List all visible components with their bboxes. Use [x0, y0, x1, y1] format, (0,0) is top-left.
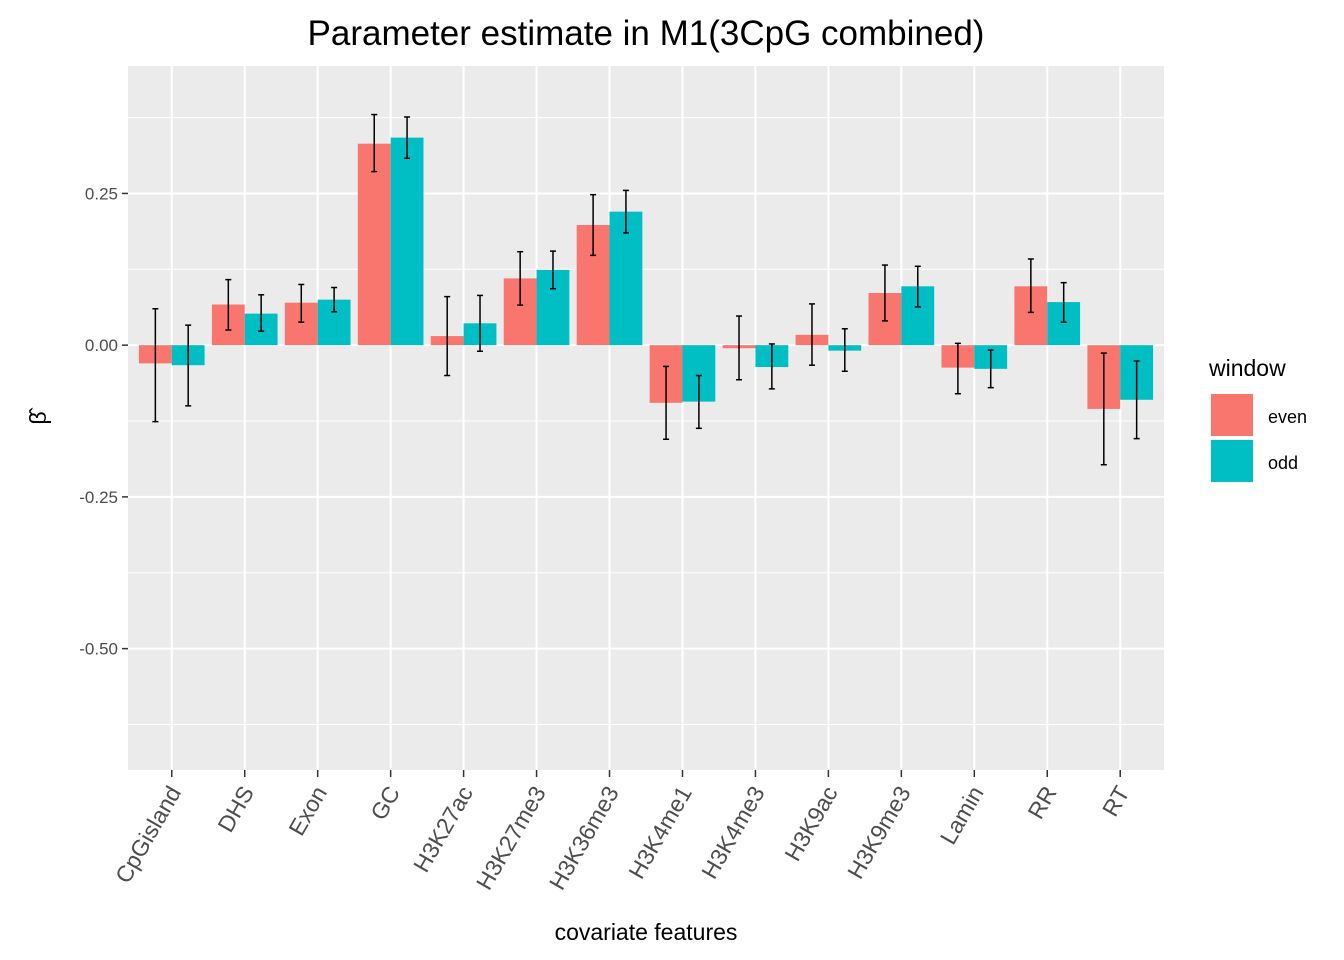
legend-key-even — [1211, 394, 1253, 436]
chart-title: Parameter estimate in M1(3CpG combined) — [308, 14, 985, 53]
plot-panel — [128, 66, 1164, 770]
x-tick-label-Lamin: Lamin — [935, 782, 989, 849]
bar-odd-H3K36me3 — [609, 211, 643, 346]
errorbar-even-H3K4me1 — [663, 365, 670, 440]
errorbar-even-GC — [371, 113, 378, 173]
y-axis: 0.25 0.00 -0.25 -0.50 — [79, 184, 128, 659]
x-tick-label-Exon: Exon — [283, 782, 332, 840]
errorbar-even-RR — [1027, 258, 1034, 314]
x-tick-label-H3K4me3: H3K4me3 — [696, 782, 770, 884]
errorbar-odd-DHS — [258, 294, 265, 332]
errorbar-odd-Lamin — [987, 349, 994, 389]
error-bars — [152, 113, 1140, 466]
errorbar-odd-Exon — [331, 286, 338, 313]
x-tick-label-GC: GC — [365, 782, 405, 825]
errorbar-odd-H3K27ac — [477, 294, 484, 352]
x-tick-label-CpGisland: CpGisland — [110, 782, 186, 888]
x-tick-label-H3K36me3: H3K36me3 — [544, 782, 624, 895]
x-axis-title: covariate features — [555, 919, 738, 945]
x-tick-label-H3K9me3: H3K9me3 — [842, 782, 916, 884]
x-tick-label-RR: RR — [1022, 782, 1061, 824]
y-axis-title: β̂ — [25, 407, 51, 424]
x-tick-label-RT: RT — [1097, 782, 1135, 821]
x-tick-label-H3K27me3: H3K27me3 — [471, 782, 551, 895]
errorbar-even-RT — [1100, 352, 1107, 466]
errorbar-odd-H3K4me1 — [695, 374, 702, 430]
y-tick-label: 0.00 — [85, 336, 118, 355]
y-tick-label: -0.50 — [79, 640, 118, 659]
errorbar-even-H3K27me3 — [517, 250, 524, 306]
legend-label-even: even — [1268, 407, 1307, 427]
x-tick-label-H3K27ac: H3K27ac — [408, 782, 478, 877]
x-tick-label-H3K9ac: H3K9ac — [779, 782, 842, 866]
x-tick-label-DHS: DHS — [212, 782, 259, 837]
errorbar-odd-H3K9me3 — [914, 265, 921, 308]
legend-label-odd: odd — [1268, 453, 1298, 473]
minor-gridlines — [128, 117, 1164, 725]
x-tick-label-H3K4me1: H3K4me1 — [623, 782, 697, 884]
errorbar-odd-RT — [1133, 360, 1140, 440]
major-gridlines — [128, 66, 1164, 770]
errorbar-even-H3K9me3 — [881, 264, 888, 322]
errorbar-even-H3K4me3 — [736, 315, 743, 381]
errorbar-even-Lamin — [954, 342, 961, 395]
errorbar-odd-H3K36me3 — [622, 189, 629, 234]
legend-title: window — [1208, 355, 1286, 381]
errorbar-odd-H3K9ac — [841, 328, 848, 373]
errorbar-even-Exon — [298, 283, 305, 323]
errorbar-even-H3K9ac — [808, 303, 815, 366]
errorbar-odd-H3K4me3 — [768, 343, 775, 390]
errorbar-even-H3K36me3 — [590, 193, 597, 257]
errorbar-odd-CpGisland — [185, 324, 192, 407]
errorbar-odd-RR — [1060, 281, 1067, 323]
bar-even-GC — [357, 143, 391, 346]
legend: window even odd — [1208, 355, 1307, 482]
x-axis: CpGisland DHS Exon GC H3K27acH3K27me3H3K36me… — [110, 770, 1135, 894]
y-tick-label: -0.25 — [79, 488, 118, 507]
legend-key-odd — [1211, 440, 1253, 482]
errorbar-even-CpGisland — [152, 308, 159, 423]
errorbar-even-H3K27ac — [444, 295, 451, 377]
errorbar-odd-H3K27me3 — [549, 250, 556, 290]
y-tick-label: 0.25 — [85, 184, 118, 203]
errorbar-odd-GC — [404, 116, 411, 159]
bar-odd-GC — [390, 137, 424, 346]
errorbar-even-DHS — [225, 278, 232, 331]
